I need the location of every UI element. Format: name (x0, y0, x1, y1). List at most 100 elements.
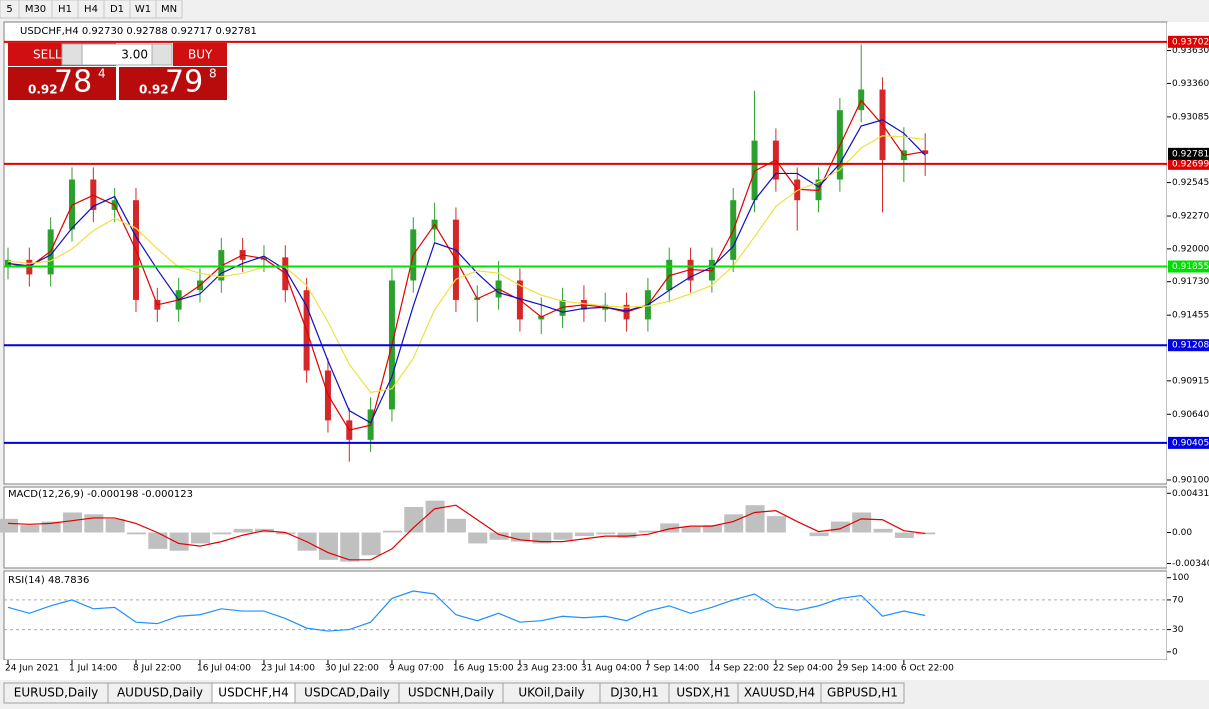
y-tick-label: 0.91730 (1172, 277, 1209, 287)
tab-label: DJ30,H1 (610, 686, 659, 700)
macd-bar (41, 521, 61, 533)
tab-label: USDCAD,Daily (304, 686, 390, 700)
macd-signal (7, 504, 926, 561)
tab-label: AUDUSD,Daily (117, 686, 203, 700)
macd-bar (62, 512, 82, 533)
macd-bar (361, 532, 381, 556)
sell-label: SELL (33, 48, 62, 62)
price-box[interactable] (119, 67, 227, 100)
macd-bar (468, 532, 488, 544)
level-tag (1168, 35, 1209, 48)
tab-label: USDCHF,H4 (218, 686, 288, 700)
x-tick-label: 1 Jul 14:00 (69, 664, 118, 674)
macd-bar (852, 512, 872, 533)
y-tick-label: 0.92270 (1172, 212, 1209, 222)
macd-bar (212, 532, 232, 535)
x-tick-label: 14 Sep 22:00 (709, 664, 769, 674)
macd-bar (596, 532, 616, 535)
macd-bar (809, 532, 829, 537)
y-tick-label: 0.90640 (1172, 410, 1209, 420)
buy-label: BUY (188, 48, 213, 62)
y-tick-label: -0.003405 (1172, 559, 1209, 569)
macd-bar (318, 532, 338, 560)
lot-value: 3.00 (121, 48, 148, 62)
macd-bar (446, 518, 466, 533)
x-tick-label: 6 Oct 22:00 (901, 664, 954, 674)
panel-title: MACD(12,26,9) -0.000198 -0.000123 (8, 489, 193, 500)
macd-bar (84, 514, 104, 533)
macd-bar (830, 521, 850, 533)
macd-bar (20, 525, 40, 533)
y-tick-label: 30 (1172, 625, 1184, 635)
level-label: 0.91855 (1172, 262, 1209, 272)
level-tag (1168, 339, 1209, 352)
x-tick-label: 31 Aug 04:00 (581, 664, 642, 674)
macd-bar (553, 532, 573, 540)
tab-label: USDCNH,Daily (408, 686, 494, 700)
x-tick-label: 22 Sep 04:00 (773, 664, 833, 674)
buy-button[interactable] (173, 43, 227, 66)
x-tick-label: 29 Sep 14:00 (837, 664, 897, 674)
x-tick-label: 16 Jul 04:00 (197, 664, 251, 674)
timeframe-label: H4 (84, 4, 98, 15)
y-tick-label: 0.93360 (1172, 79, 1209, 89)
macd-bar (404, 507, 424, 533)
macd-bar (766, 516, 786, 533)
moving-average (7, 119, 926, 424)
macd-bar (873, 528, 893, 533)
price-tag (1168, 147, 1209, 160)
macd-bar (916, 532, 936, 535)
level-tag (1168, 260, 1209, 273)
macd-bar (276, 532, 296, 535)
tab-label: UKOil,Daily (518, 686, 584, 700)
moving-average (7, 135, 926, 394)
y-tick-label: 0.92000 (1172, 244, 1209, 254)
macd-bar (0, 518, 18, 533)
price-small: 8 (209, 67, 217, 81)
y-tick-label: 0.90100 (1172, 475, 1209, 485)
x-tick-label: 23 Jul 14:00 (261, 664, 315, 674)
macd-bar (126, 532, 146, 535)
y-tick-label: 70 (1172, 595, 1184, 605)
price-big: 0.92 (139, 83, 169, 97)
x-tick-label: 9 Aug 07:00 (389, 664, 444, 674)
y-tick-label: 0.91455 (1172, 311, 1209, 321)
level-tag (1168, 157, 1209, 170)
macd-bar (340, 532, 360, 562)
lot-up[interactable] (151, 43, 173, 66)
macd-bar (233, 528, 253, 533)
x-tick-label: 16 Aug 15:00 (453, 664, 514, 674)
panel-title: RSI(14) 48.7836 (8, 575, 89, 586)
macd-bar (148, 532, 168, 549)
macd-bar (169, 532, 189, 551)
level-tag (1168, 436, 1209, 449)
price-box[interactable] (8, 67, 116, 100)
x-tick-label: 30 Jul 22:00 (325, 664, 379, 674)
timeframe-label: H1 (58, 4, 72, 15)
level-label: 0.91208 (1172, 341, 1209, 351)
y-tick-label: 0.00431 (1172, 489, 1209, 499)
rsi-line (7, 590, 926, 632)
tab-label: XAUUSD,H4 (744, 686, 815, 700)
y-tick-label: 0.90915 (1172, 376, 1209, 386)
x-tick-label: 24 Jun 2021 (5, 664, 59, 674)
macd-bar (638, 530, 658, 533)
macd-bar (105, 518, 125, 533)
macd-bar (382, 530, 402, 533)
price-small: 4 (98, 67, 106, 81)
chart-title: USDCHF,H4 0.92730 0.92788 0.92717 0.9278… (20, 26, 257, 37)
tab-label: GBPUSD,H1 (827, 686, 898, 700)
timeframe-label: D1 (110, 4, 124, 15)
y-tick-label: 0.93630 (1172, 46, 1209, 56)
macd-bar (681, 527, 701, 533)
timeframe-button[interactable] (155, 0, 183, 19)
x-tick-label: 7 Sep 14:00 (645, 664, 700, 674)
price-main: 78 (54, 65, 92, 100)
current-price: 0.92781 (1172, 149, 1209, 159)
timeframe-label: 5 (6, 4, 12, 15)
level-label: 0.90405 (1172, 438, 1209, 448)
lot-down[interactable] (61, 43, 83, 66)
price-main: 79 (165, 65, 203, 100)
tab[interactable] (820, 682, 905, 704)
macd-bar (660, 523, 680, 533)
